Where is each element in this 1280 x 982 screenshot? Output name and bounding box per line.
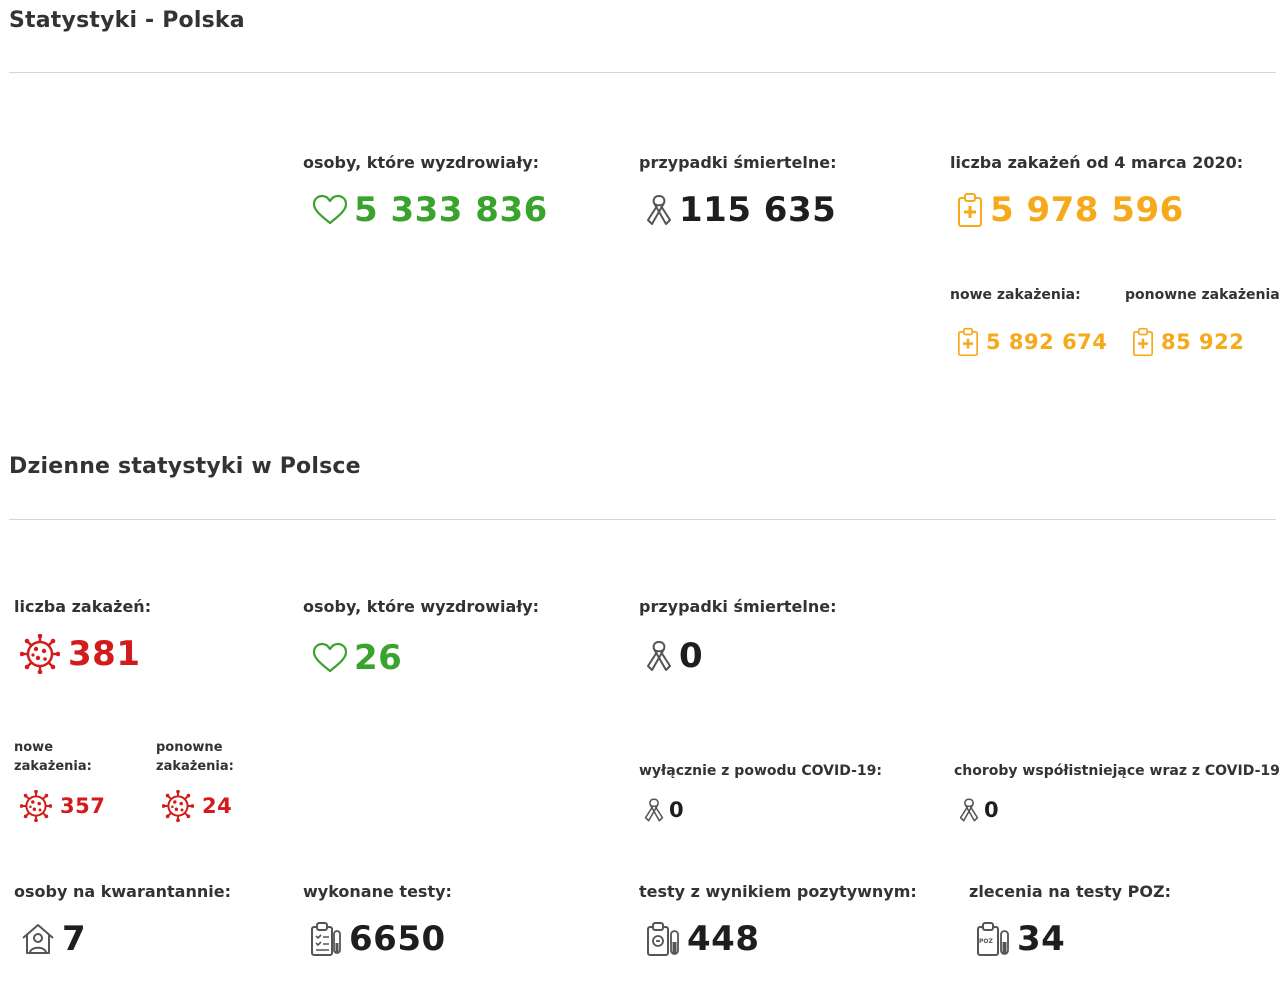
comorbid-deaths-card: choroby współistniejące wraz z COVID-19:… (954, 762, 1280, 823)
daily-infections-card: liczba zakażeń: 381 (14, 597, 151, 674)
quarantine-card: osoby na kwarantannie: 7 (14, 882, 231, 959)
tests-card: wykonane testy: 6650 (303, 882, 452, 959)
daily-infections-label: liczba zakażeń: (14, 597, 152, 616)
test-tube-icon (645, 921, 681, 957)
daily-new-infections-label-line2: zakażenia: (14, 759, 92, 774)
total-re-infections-card: ponowne zakażenia: 85 922 (1125, 286, 1280, 357)
poz-orders-value: 34 (1017, 919, 1066, 959)
daily-new-infections-value: 357 (60, 794, 106, 818)
total-deaths-label: przypadki śmiertelne: (639, 153, 837, 172)
ribbon-icon (643, 797, 665, 823)
daily-re-infections-label-line2: zakażenia: (156, 759, 234, 774)
comorbid-deaths-value: 0 (984, 798, 1000, 822)
heart-icon (312, 194, 348, 226)
poz-orders-card: zlecenia na testy POZ: POZ 34 (969, 882, 1171, 959)
tests-label: wykonane testy: (303, 882, 452, 901)
total-new-infections-value: 5 892 674 (986, 330, 1108, 354)
quarantine-label: osoby na kwarantannie: (14, 882, 231, 901)
page-title: Statystyki - Polska (9, 8, 245, 33)
daily-re-infections-card: ponowne zakażenia: 24 (156, 738, 234, 822)
section-divider (9, 519, 1276, 520)
comorbid-deaths-label: choroby współistniejące wraz z COVID-19: (954, 763, 1280, 779)
covid-only-deaths-card: wyłącznie z powodu COVID-19: 0 (639, 762, 882, 823)
ribbon-icon (645, 193, 673, 227)
poz-icon-text: POZ (979, 938, 993, 945)
section-divider (9, 72, 1276, 73)
clipboard-cross-icon (1131, 327, 1155, 357)
total-recovered-card: osoby, które wyzdrowiały: 5 333 836 (303, 153, 548, 230)
total-re-infections-value: 85 922 (1161, 330, 1245, 354)
virus-icon (20, 790, 52, 822)
total-new-infections-card: nowe zakażenia: 5 892 674 (950, 286, 1107, 357)
total-new-infections-label: nowe zakażenia: (950, 287, 1081, 303)
poz-orders-label: zlecenia na testy POZ: (969, 882, 1171, 901)
ribbon-icon (958, 797, 980, 823)
daily-deaths-value: 0 (679, 636, 704, 676)
daily-recovered-card: osoby, które wyzdrowiały: 26 (303, 597, 539, 678)
positive-tests-label: testy z wynikiem pozytywnym: (639, 882, 917, 901)
house-person-icon (20, 922, 56, 956)
daily-new-infections-label-line1: nowe (14, 740, 54, 755)
total-infections-card: liczba zakażeń od 4 marca 2020: 5 978 59… (950, 153, 1243, 230)
total-deaths-value: 115 635 (679, 190, 837, 230)
clipboard-list-icon (309, 921, 343, 957)
daily-recovered-value: 26 (354, 638, 403, 678)
ribbon-icon (645, 639, 673, 673)
total-recovered-value: 5 333 836 (354, 190, 548, 230)
total-recovered-label: osoby, które wyzdrowiały: (303, 153, 540, 172)
heart-icon (312, 642, 348, 674)
covid-only-deaths-label: wyłącznie z powodu COVID-19: (639, 763, 882, 779)
total-infections-value: 5 978 596 (990, 190, 1184, 230)
daily-re-infections-value: 24 (202, 794, 233, 818)
positive-tests-card: testy z wynikiem pozytywnym: 448 (639, 882, 917, 959)
tests-value: 6650 (349, 919, 446, 959)
positive-tests-value: 448 (687, 919, 760, 959)
daily-deaths-label: przypadki śmiertelne: (639, 597, 837, 616)
clipboard-cross-icon (956, 192, 984, 228)
daily-infections-value: 381 (68, 634, 141, 674)
total-re-infections-label: ponowne zakażenia: (1125, 287, 1280, 303)
quarantine-value: 7 (62, 919, 87, 959)
poz-test-icon: POZ (975, 921, 1011, 957)
total-infections-label: liczba zakażeń od 4 marca 2020: (950, 153, 1244, 172)
daily-section-title: Dzienne statystyki w Polsce (9, 454, 361, 479)
clipboard-cross-icon (956, 327, 980, 357)
daily-re-infections-label-line1: ponowne (156, 740, 223, 755)
virus-icon (20, 634, 60, 674)
virus-icon (162, 790, 194, 822)
daily-recovered-label: osoby, które wyzdrowiały: (303, 597, 540, 616)
covid-only-deaths-value: 0 (669, 798, 685, 822)
daily-new-infections-card: nowe zakażenia: 357 (14, 738, 105, 822)
daily-deaths-card: przypadki śmiertelne: 0 (639, 597, 837, 676)
total-deaths-card: przypadki śmiertelne: 115 635 (639, 153, 837, 230)
